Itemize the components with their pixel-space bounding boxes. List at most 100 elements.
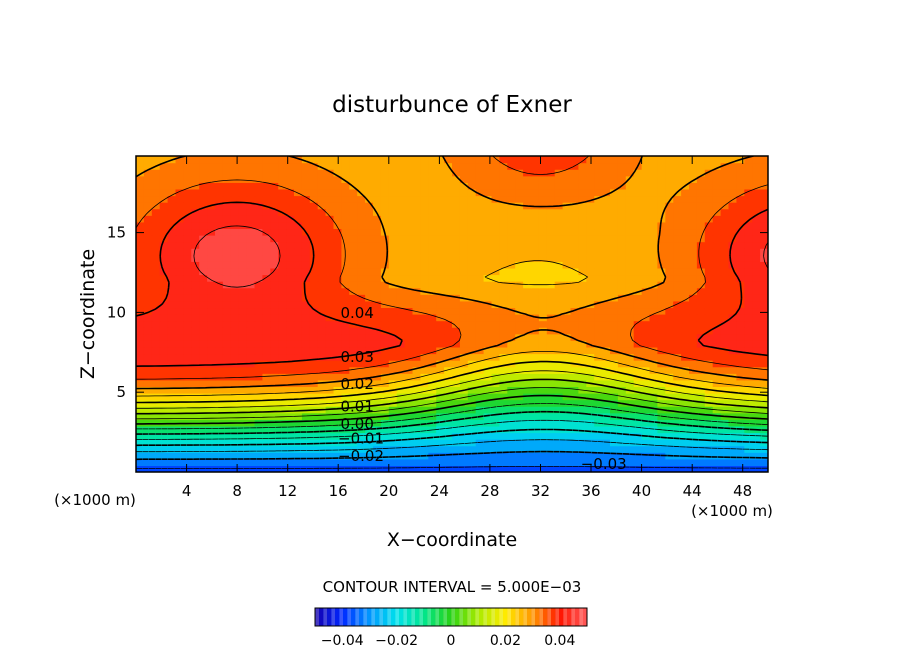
contour-fill-cell — [262, 162, 271, 170]
contour-fill-cell — [491, 360, 500, 368]
contour-line — [193, 225, 768, 288]
contour-fill-cell — [681, 458, 690, 467]
contour-fill-cell — [301, 399, 311, 407]
contour-fill-cell — [578, 294, 587, 302]
contour-fill-cell — [467, 333, 477, 341]
contour-fill-cell — [175, 235, 184, 243]
contour-fill-cell — [191, 274, 200, 282]
contour-fill-cell — [610, 169, 619, 177]
contour-fill-cell — [531, 340, 540, 348]
contour-fill-cell — [625, 393, 635, 401]
contour-fill-cell — [420, 281, 429, 289]
contour-fill-cell — [499, 458, 508, 467]
contour-fill-cell — [673, 419, 682, 427]
contour-fill-cell — [483, 314, 493, 322]
contour-fill-cell — [546, 241, 556, 249]
contour-fill-cell — [444, 188, 453, 197]
contour-fill-cell — [452, 386, 461, 394]
contour-fill-cell — [649, 248, 658, 256]
contour-fill-cell — [222, 320, 232, 328]
contour-fill-cell — [665, 399, 674, 407]
contour-fill-cell — [452, 215, 461, 223]
contour-fill-cell — [665, 386, 674, 394]
contour-fill-cell — [436, 320, 445, 328]
contour-fill-cell — [649, 373, 658, 381]
contour-fill-cell — [183, 353, 192, 361]
contour-fill-cell — [736, 314, 745, 322]
contour-fill-cell — [365, 188, 374, 197]
contour-fill-cell — [712, 162, 722, 170]
contour-fill-cell — [696, 208, 706, 216]
contour-fill-cell — [183, 445, 192, 453]
contour-fill-cell — [238, 235, 248, 243]
colorbar-swatch — [323, 608, 328, 626]
contour-fill-cell — [483, 452, 493, 460]
contour-fill-cell — [317, 366, 327, 374]
contour-fill-cell — [349, 221, 358, 230]
contour-fill-cell — [531, 221, 540, 230]
contour-fill-cell — [704, 320, 714, 328]
contour-fill-cell — [373, 281, 382, 289]
contour-fill-cell — [696, 379, 706, 388]
contour-fill-cell — [333, 281, 342, 289]
contour-fill-cell — [420, 399, 429, 407]
contour-fill-cell — [238, 399, 248, 407]
contour-fill-cell — [491, 281, 500, 289]
contour-fill-cell — [562, 208, 572, 216]
contour-fill-cell — [365, 267, 374, 276]
contour-fill-cell — [341, 360, 350, 368]
contour-fill-cell — [633, 393, 643, 401]
contour-fill-cell — [262, 439, 271, 447]
contour-fill-cell — [538, 307, 548, 315]
contour-fill-cell — [396, 195, 406, 203]
contour-fill-cell — [380, 254, 390, 262]
contour-fill-cell — [325, 366, 335, 374]
contour-fill-cell — [238, 379, 248, 388]
contour-fill-cell — [341, 445, 350, 453]
contour-fill-cell — [191, 294, 200, 302]
contour-fill-cell — [681, 333, 690, 341]
contour-fill-cell — [744, 162, 753, 170]
contour-fill-cell — [349, 412, 358, 420]
contour-fill-cell — [673, 156, 682, 164]
contour-fill-cell — [278, 195, 287, 203]
contour-fill-cell — [199, 307, 208, 315]
contour-fill-cell — [222, 458, 232, 467]
contour-fill-cell — [349, 465, 358, 472]
contour-fill-cell — [610, 425, 619, 434]
contour-fill-cell — [689, 425, 698, 434]
contour-fill-cell — [301, 182, 311, 190]
contour-fill-cell — [420, 419, 429, 427]
contour-fill-cell — [246, 267, 256, 276]
contour-fill-cell — [665, 281, 674, 289]
contour-fill-cell — [151, 379, 161, 388]
contour-fill-cell — [286, 340, 295, 348]
contour-fill-cell — [412, 254, 421, 262]
contour-fill-cell — [681, 386, 690, 394]
contour-fill-cell — [531, 353, 540, 361]
contour-fill-cell — [270, 452, 279, 460]
contour-fill-cell — [404, 254, 414, 262]
contour-fill-cell — [720, 267, 730, 276]
contour-fill-cell — [491, 188, 500, 197]
contour-fill-cell — [254, 353, 263, 361]
contour-fill-cell — [538, 458, 548, 467]
contour-fill-cell — [262, 445, 271, 453]
contour-fill-cell — [365, 393, 374, 401]
colorbar-swatch — [427, 608, 432, 626]
contour-fill-cell — [143, 294, 153, 302]
contour-fill-cell — [602, 320, 611, 328]
contour-fill-cell — [286, 235, 295, 243]
contour-fill-cell — [712, 307, 722, 315]
contour-fill-cell — [594, 458, 603, 467]
contour-fill-cell — [610, 254, 619, 262]
contour-fill-cell — [483, 248, 493, 256]
contour-fill-cell — [625, 287, 635, 295]
contour-fill-cell — [341, 314, 350, 322]
contour-fill-cell — [215, 327, 224, 335]
contour-fill-cell — [681, 195, 690, 203]
contour-fill-cell — [649, 445, 658, 453]
contour-fill-cell — [159, 360, 169, 368]
contour-fill-cell — [222, 169, 232, 177]
contour-fill-cell — [625, 327, 635, 335]
